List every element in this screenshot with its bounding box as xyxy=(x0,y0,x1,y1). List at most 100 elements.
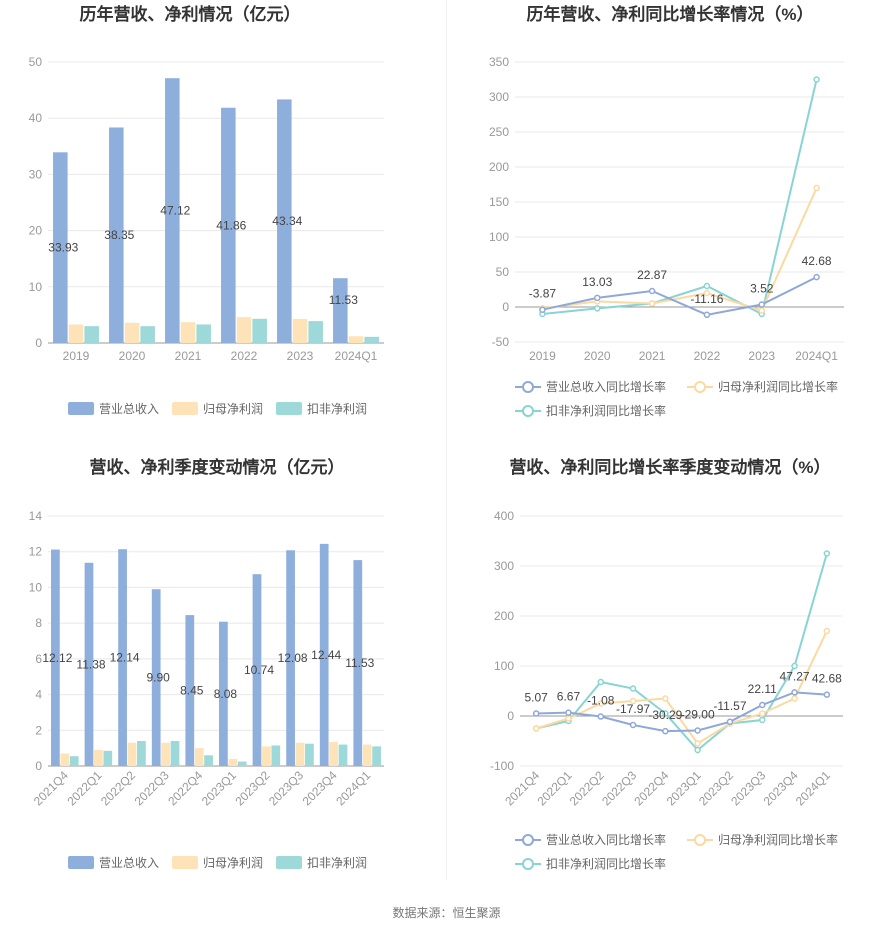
legend-label: 扣非净利润 xyxy=(307,856,367,870)
x-tick-label: 2023Q2 xyxy=(232,768,272,808)
point-revenue-growth xyxy=(726,718,734,726)
y-tick-label: 100 xyxy=(489,230,509,244)
data-label: 3.52 xyxy=(750,282,774,296)
data-label: 8.08 xyxy=(214,687,238,701)
bar-deducted-profit xyxy=(170,741,180,766)
y-tick-label: 400 xyxy=(494,509,514,523)
data-label: 6.67 xyxy=(557,690,581,704)
bar-revenue xyxy=(221,107,236,344)
y-tick-label: 0 xyxy=(35,759,42,773)
point-revenue-growth xyxy=(532,710,540,717)
y-tick-label: 10 xyxy=(29,580,43,594)
x-tick-label: 2022Q2 xyxy=(567,768,607,808)
point-revenue-growth xyxy=(539,306,546,313)
point-revenue-growth xyxy=(758,301,765,308)
data-label: -11.16 xyxy=(690,292,723,306)
legend-marker xyxy=(522,405,534,417)
bar-revenue xyxy=(319,543,329,766)
y-tick-label: 300 xyxy=(494,559,514,573)
data-label: 22.11 xyxy=(748,682,777,696)
bar-deducted-profit xyxy=(372,746,381,766)
x-tick-label: 2022 xyxy=(694,349,721,363)
x-tick-label: 2022Q4 xyxy=(165,768,205,808)
annual-revenue-profit-svg: 历年营收、净利情况（亿元） 0 10 20 30 40 50 2019 2020 2021 2022… xyxy=(29,4,384,416)
y-tick-label: 6 xyxy=(35,652,42,666)
bar-deducted-profit xyxy=(338,744,348,766)
quarterly-growth-rate-svg: 营收、净利同比增长率季度变动情况（%） -100 0 100 200 300 400 2021… xyxy=(490,457,843,871)
x-tick-label: 2022Q2 xyxy=(98,768,138,808)
bar-deducted-profit xyxy=(137,741,146,766)
y-tick-label: -50 xyxy=(492,335,510,349)
x-tick-label: 2024Q1 xyxy=(333,768,373,808)
bar-revenue xyxy=(277,99,292,343)
bar-revenue xyxy=(84,562,94,766)
legend-label: 归母净利润同比增长率 xyxy=(718,832,838,847)
x-tick-label: 2021Q4 xyxy=(31,768,71,808)
point-revenue-growth xyxy=(597,713,604,720)
legend-marker xyxy=(522,834,534,846)
point-deducted-profit-growth xyxy=(594,305,601,312)
bar-deducted-profit xyxy=(305,743,314,766)
y-tick-label: 100 xyxy=(494,659,514,673)
data-label: -29.00 xyxy=(681,708,715,722)
y-tick-label: 2 xyxy=(35,723,42,737)
x-tick-label: 2021 xyxy=(639,349,666,363)
data-label: 33.93 xyxy=(48,241,78,255)
point-revenue-growth xyxy=(662,727,669,735)
x-tick-label: 2023Q3 xyxy=(266,768,306,808)
data-label: 12.14 xyxy=(110,651,140,665)
data-label: -30.29 xyxy=(648,708,682,722)
bar-revenue xyxy=(286,550,295,766)
point-net-profit-growth xyxy=(629,697,637,705)
bar-deducted-profit xyxy=(69,756,79,766)
data-label: 13.03 xyxy=(582,275,612,289)
legend-swatch xyxy=(276,402,302,415)
point-revenue-growth xyxy=(791,689,798,696)
bar-net-profit xyxy=(262,746,271,766)
line-revenue-growth xyxy=(542,276,818,316)
bar-deducted-profit xyxy=(204,755,213,766)
data-label: -1.08 xyxy=(587,694,615,708)
point-net-profit-growth xyxy=(758,307,765,314)
bar-revenue xyxy=(151,589,161,766)
bar-deducted-profit xyxy=(103,750,113,766)
bar-revenue xyxy=(51,549,60,766)
legend-label: 营业总收入同比增长率 xyxy=(546,832,666,847)
data-label: 8.45 xyxy=(180,684,204,698)
bar-net-profit xyxy=(127,742,137,766)
bar-revenue xyxy=(53,152,68,343)
point-deducted-profit-growth xyxy=(759,716,766,724)
data-label: 42.68 xyxy=(812,672,842,686)
y-tick-label: 0 xyxy=(507,709,514,723)
legend-label: 扣非净利润同比增长率 xyxy=(546,403,666,418)
y-tick-label: 50 xyxy=(496,265,510,279)
legend-label: 归母净利润 xyxy=(203,402,263,416)
data-label: 38.35 xyxy=(104,228,134,242)
chart-title: 历年营收、净利同比增长率情况（%） xyxy=(526,4,813,24)
quarterly-growth-rate-chart: 营收、净利同比增长率季度变动情况（%） -100 0 100 200 300 400 2021… xyxy=(447,450,893,910)
legend-swatch xyxy=(276,856,302,869)
bar-deducted-profit xyxy=(84,326,99,343)
point-net-profit-growth xyxy=(648,300,656,307)
point-deducted-profit-growth xyxy=(791,662,798,670)
y-tick-label: 40 xyxy=(29,111,43,125)
x-tick-label: 2023Q1 xyxy=(664,768,704,808)
bar-deducted-profit xyxy=(140,326,155,343)
data-label: 11.38 xyxy=(76,657,105,671)
point-deducted-profit-growth xyxy=(703,282,711,290)
bar-net-profit xyxy=(236,317,252,343)
y-tick-label: 150 xyxy=(489,195,509,209)
point-deducted-profit-growth xyxy=(813,76,820,83)
point-net-profit-growth xyxy=(823,627,831,635)
quarterly-revenue-profit-svg: 营收、净利季度变动情况（亿元）024681012142021Q42022Q120… xyxy=(29,457,384,870)
quarterly-revenue-profit-chart: 营收、净利季度变动情况（亿元） 0 2 4 6 8 10 12 14 2021Q4 2022Q1 20… xyxy=(0,450,446,910)
bar-net-profit xyxy=(228,758,238,766)
point-revenue-growth xyxy=(594,294,601,302)
data-label: 43.34 xyxy=(272,214,302,228)
bar-deducted-profit xyxy=(196,324,211,343)
legend-marker xyxy=(522,858,534,870)
x-tick-label: 2023Q4 xyxy=(761,768,801,808)
legend-label: 营业总收入 xyxy=(99,402,159,416)
bar-revenue xyxy=(333,278,348,343)
bar-revenue xyxy=(185,615,195,766)
